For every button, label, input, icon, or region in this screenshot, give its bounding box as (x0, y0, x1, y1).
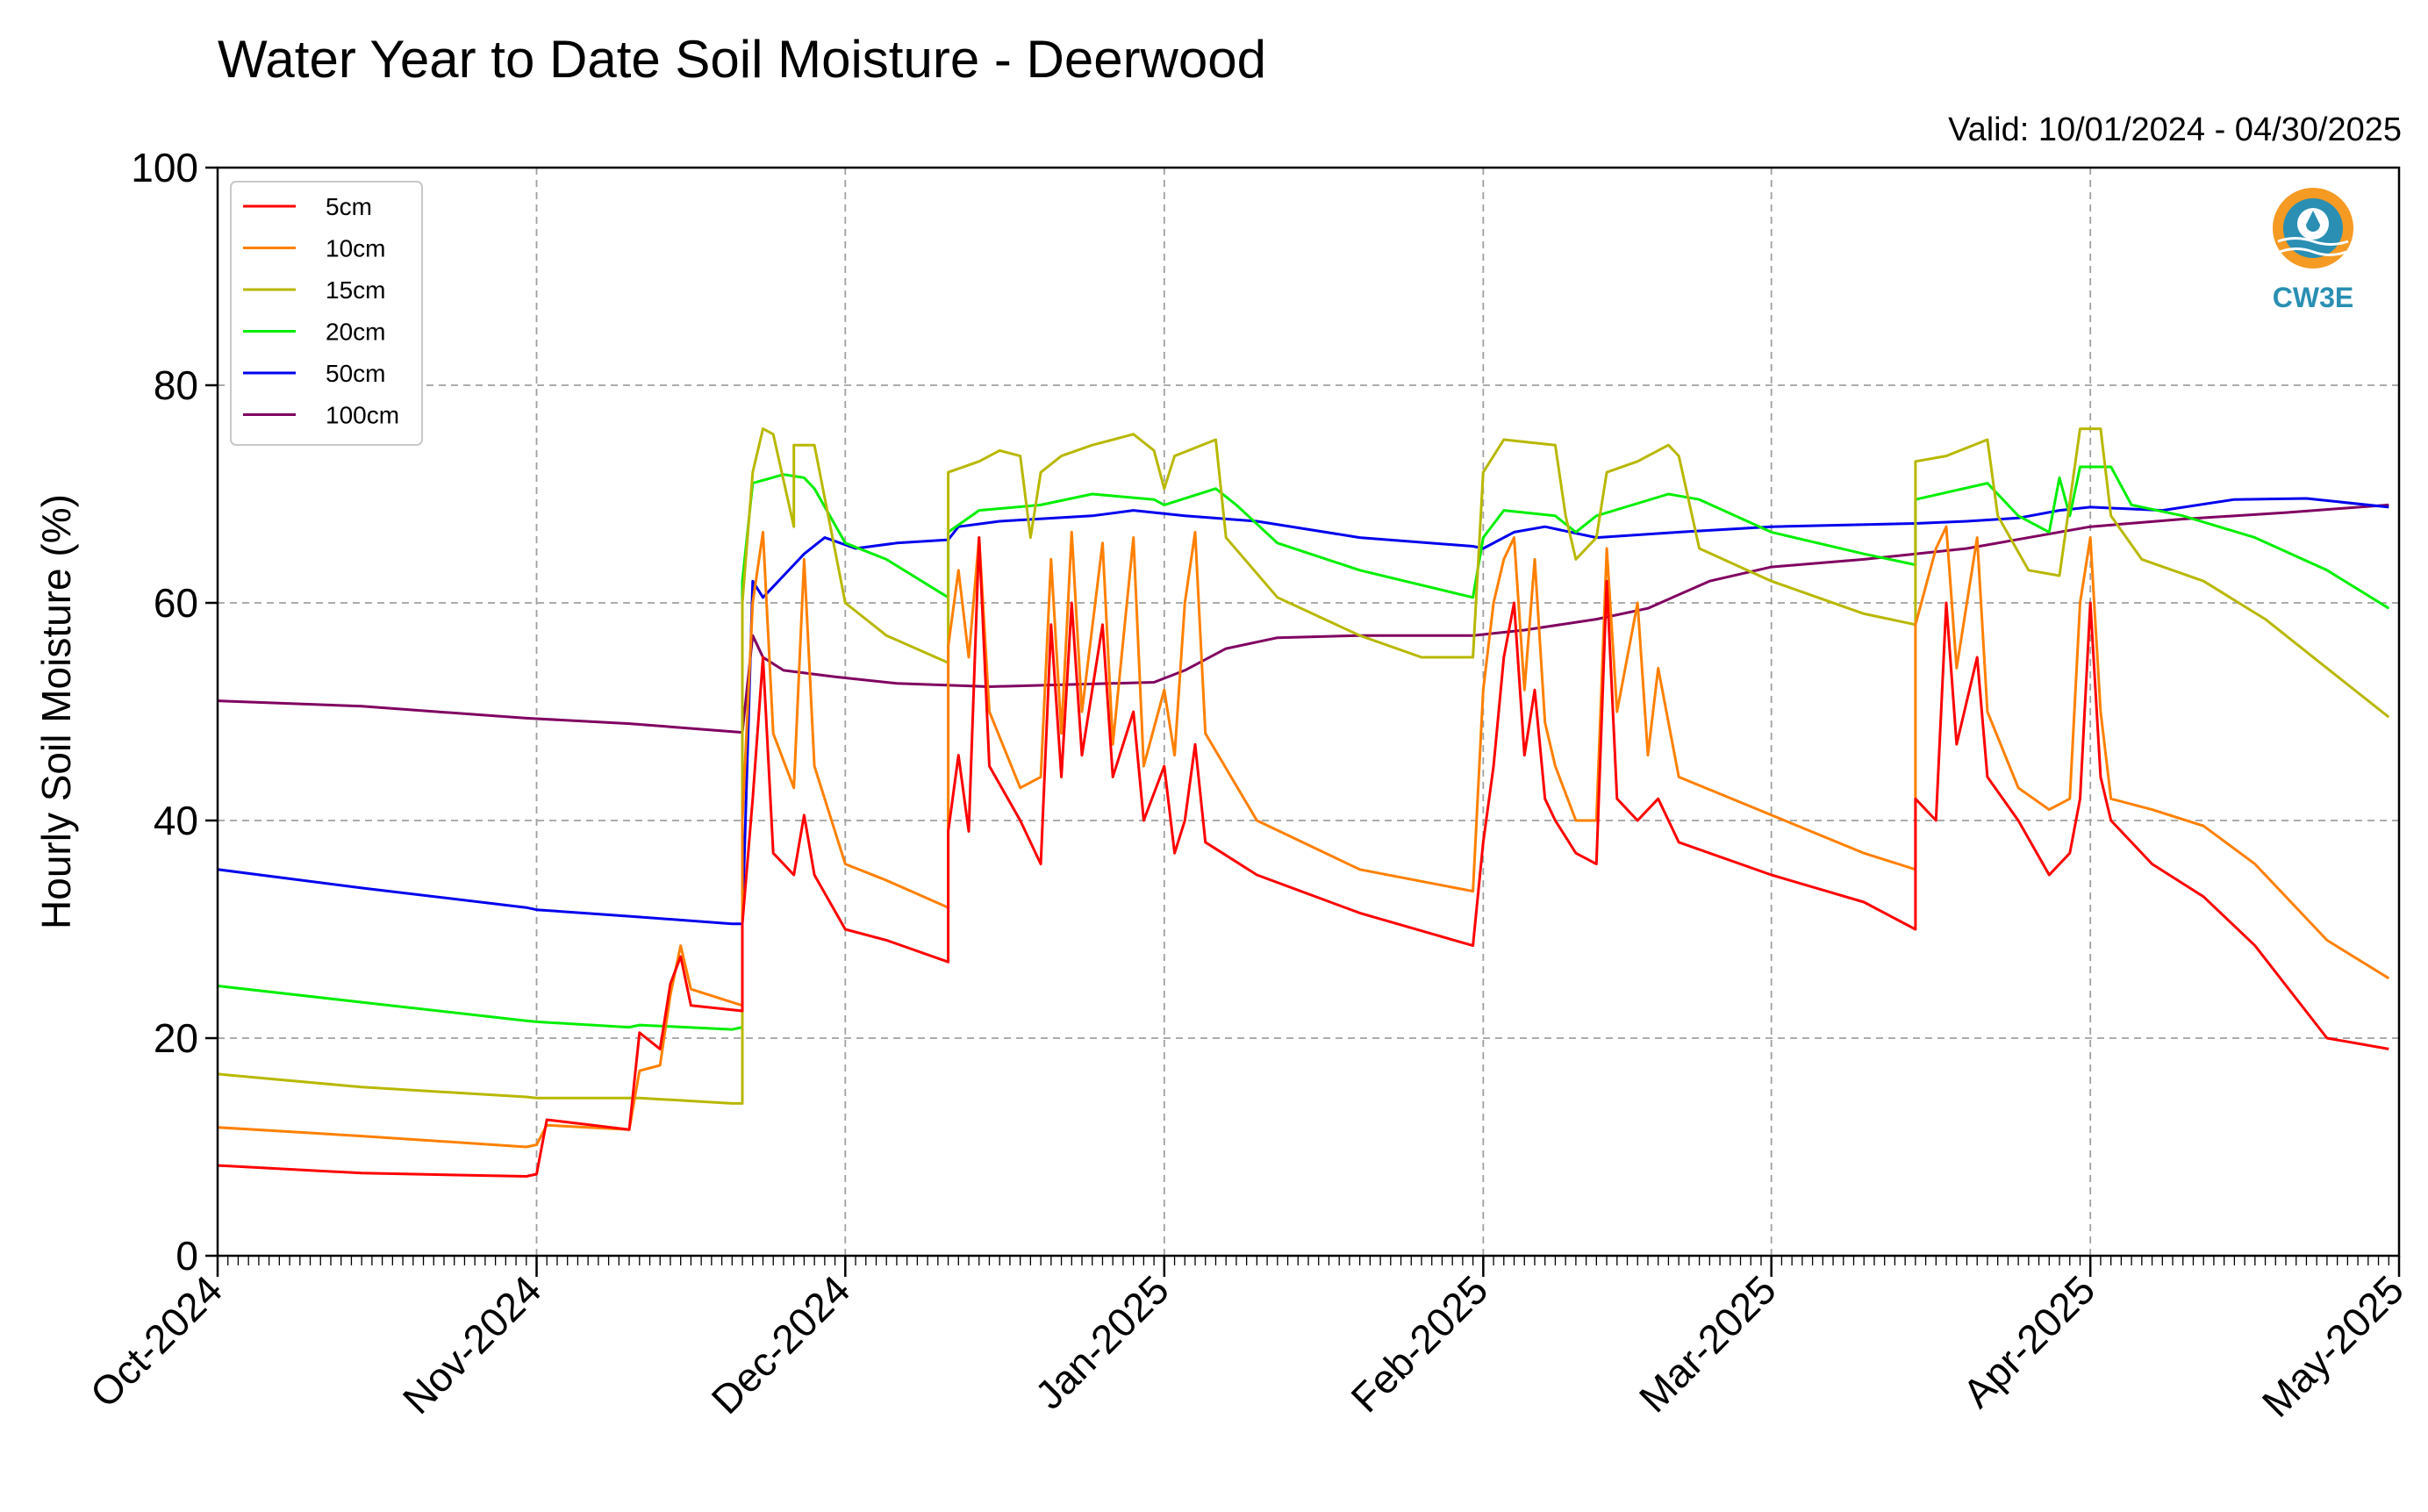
grid (218, 168, 2399, 1256)
logo-wave-2 (2279, 247, 2347, 256)
y-tick-label: 100 (131, 145, 198, 190)
x-tick-label: Mar-2025 (1630, 1266, 1785, 1421)
x-tick-label: Jan-2025 (1026, 1266, 1177, 1417)
x-tick-label: Feb-2025 (1342, 1266, 1496, 1421)
logo-text: CW3E (2273, 282, 2353, 313)
legend-label-5cm: 5cm (326, 193, 372, 220)
x-tick-label: May-2025 (2253, 1266, 2412, 1425)
legend-label-50cm: 50cm (326, 360, 385, 387)
chart-title: Water Year to Date Soil Moisture - Deerw… (218, 30, 1266, 89)
y-axis-label: Hourly Soil Moisture (%) (33, 494, 79, 929)
y-tick-label: 80 (154, 362, 198, 408)
series-line-10cm (217, 525, 2390, 1149)
series-line-100cm (217, 503, 2389, 735)
logo-drop (2306, 211, 2320, 232)
plot-frame (216, 166, 2401, 1258)
x-tick-label: Apr-2025 (1954, 1266, 2104, 1416)
logo-wave-1 (2277, 237, 2349, 246)
legend-label-20cm: 20cm (326, 319, 385, 346)
series-line-50cm (217, 497, 2389, 926)
legend-label-15cm: 15cm (326, 276, 385, 304)
legend: 5cm 10cm 15cm 20cm 50cm 100cm (230, 181, 423, 446)
axis-ticks: 0 20 40 60 80 100 Oct-2024 Nov-2024 Dec-2024 Jan-… (82, 145, 2413, 1426)
x-tick-label: Nov-2024 (394, 1266, 550, 1422)
x-tick-label: Dec-2024 (703, 1266, 859, 1422)
legend-label-100cm: 100cm (326, 402, 399, 429)
y-tick-label: 20 (154, 1015, 198, 1061)
y-tick-label: 40 (154, 798, 198, 843)
series-line-5cm (217, 536, 2389, 1178)
x-tick-label: Oct-2024 (82, 1266, 232, 1416)
legend-label-10cm: 10cm (326, 235, 385, 262)
y-tick-label: 0 (175, 1233, 198, 1279)
series-lines (217, 427, 2390, 1178)
chart-subtitle: Valid: 10/01/2024 - 04/30/2025 (1948, 111, 2402, 148)
cw3e-logo: CW3E (2273, 188, 2353, 313)
y-tick-label: 60 (154, 580, 198, 626)
series-line-15cm (217, 427, 2390, 1105)
